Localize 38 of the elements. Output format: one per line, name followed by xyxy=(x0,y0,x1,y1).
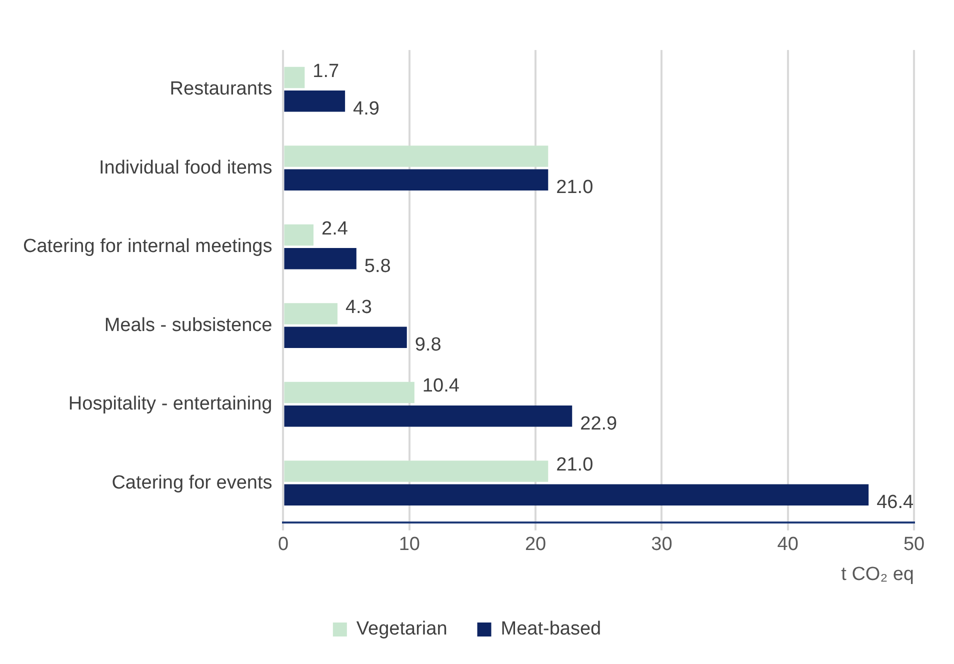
bar xyxy=(284,326,407,348)
x-tick-label: 40 xyxy=(777,534,798,556)
data-label: 5.8 xyxy=(364,256,391,277)
bar xyxy=(284,382,414,404)
bar xyxy=(284,460,548,482)
y-tick-label: Catering for events xyxy=(112,472,272,494)
bar xyxy=(284,146,548,167)
legend-label: Meat-based xyxy=(500,618,602,640)
data-label: 22.9 xyxy=(580,413,618,434)
bar xyxy=(284,224,314,246)
y-tick-label: Catering for internal meetings xyxy=(22,236,272,258)
x-axis-title: t CO₂ eq xyxy=(841,564,914,585)
x-tick-label: 30 xyxy=(651,534,672,556)
bar xyxy=(284,90,346,112)
data-label: 1.7 xyxy=(312,60,340,82)
data-label: 4.3 xyxy=(345,296,372,318)
bar xyxy=(284,169,548,191)
data-label: 21.0 xyxy=(556,177,594,198)
bar xyxy=(284,303,338,324)
x-tick-label: 20 xyxy=(524,534,546,556)
y-tick-label: Restaurants xyxy=(170,78,272,100)
data-label: 46.4 xyxy=(876,492,914,514)
y-tick-label: Hospitality - entertaining xyxy=(68,394,272,415)
bar xyxy=(284,484,869,506)
bar xyxy=(284,66,305,88)
data-label: 10.4 xyxy=(422,376,460,397)
x-tick-label: 0 xyxy=(278,534,289,556)
bar xyxy=(284,405,572,427)
data-label: 2.4 xyxy=(322,218,348,240)
data-label: 21.0 xyxy=(556,454,594,476)
y-tick-label: Meals - subsistence xyxy=(104,314,272,336)
x-tick-label: 10 xyxy=(398,534,420,556)
data-label: 9.8 xyxy=(414,334,442,356)
bar xyxy=(284,248,356,270)
x-tick-label: 50 xyxy=(903,534,925,556)
y-tick-label: Individual food items xyxy=(99,157,272,178)
legend-label: Vegetarian xyxy=(356,618,448,640)
data-label: 4.9 xyxy=(353,98,380,120)
